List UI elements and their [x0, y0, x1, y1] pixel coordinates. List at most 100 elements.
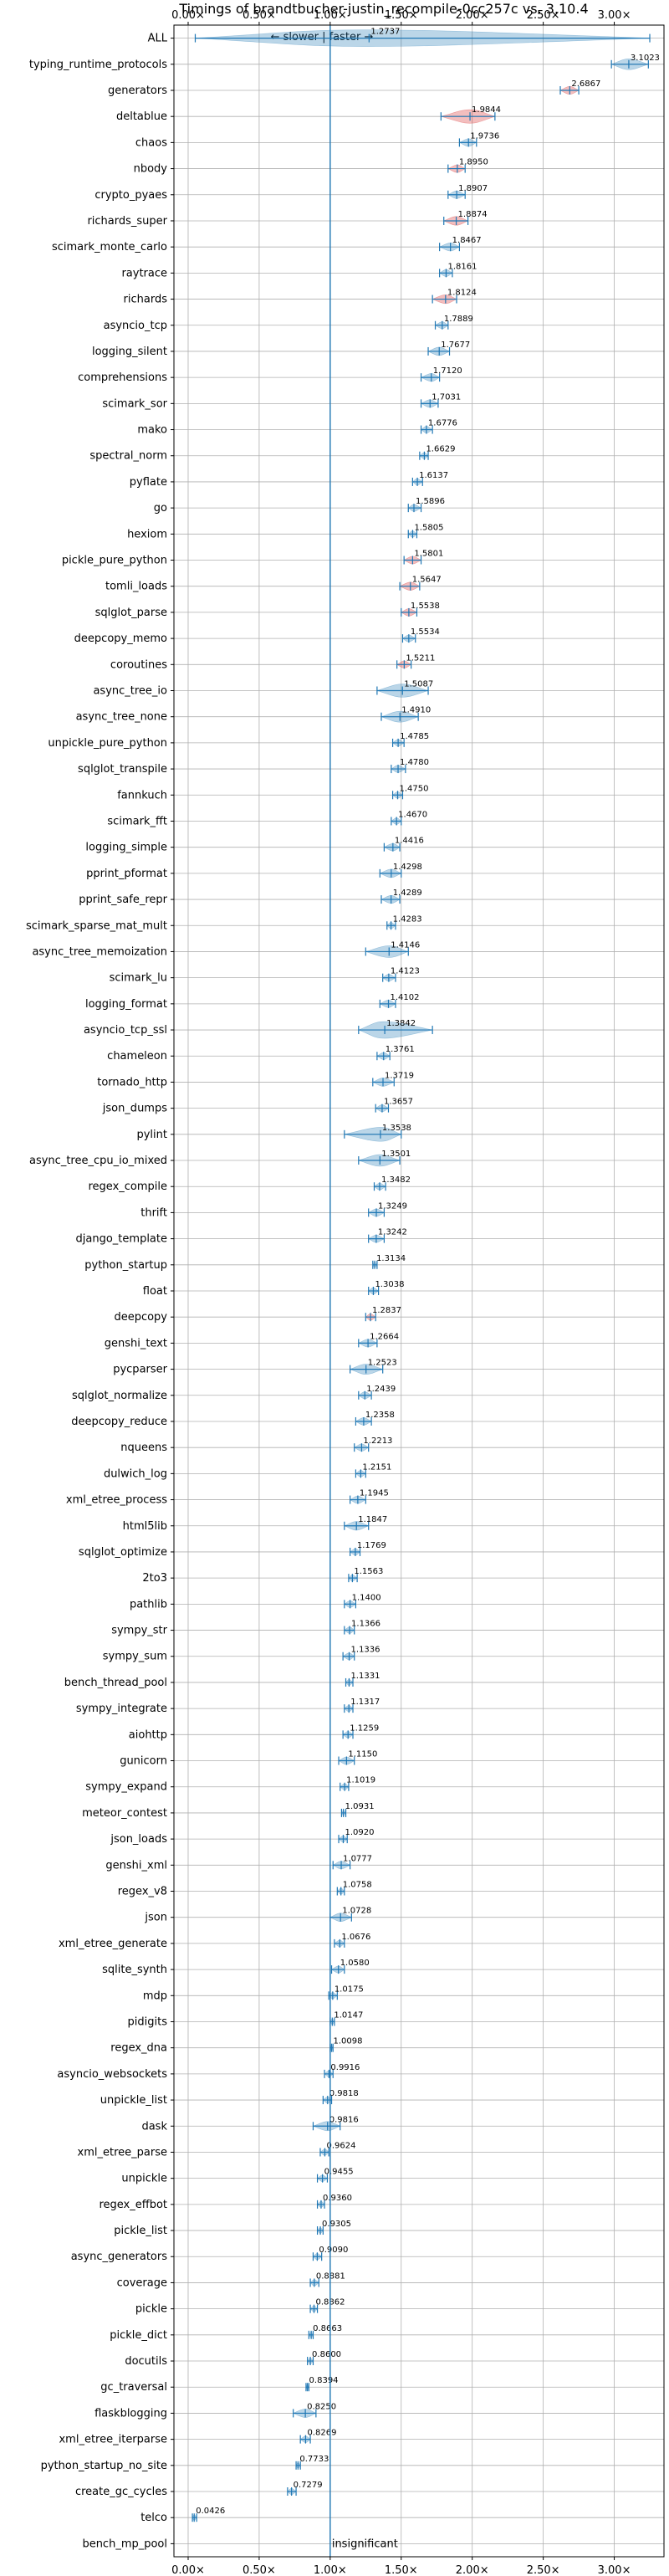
value-label: 0.9624	[326, 2141, 355, 2150]
value-label: 1.3842	[386, 1019, 416, 1028]
benchmark-create_gc_cycles: create_gc_cycles 0.7279	[75, 2481, 323, 2498]
benchmark-pyflate: pyflate 1.6137	[130, 471, 448, 489]
category-label: sympy_integrate	[76, 1703, 167, 1715]
value-label: 1.1847	[358, 1515, 387, 1524]
benchmark-docutils: docutils 0.8600	[125, 2350, 341, 2368]
category-label: mdp	[143, 1990, 167, 2002]
benchmark-2to3: 2to3 1.1563	[142, 1567, 383, 1585]
benchmark-unpickle_list: unpickle_list 0.9818	[100, 2089, 359, 2107]
value-label: 1.4102	[391, 993, 420, 1002]
benchmark-rows: ALL 1.2737 typing_runtime_protocols 3.1023 g…	[26, 28, 660, 2551]
benchmark-pickle_pure_python: pickle_pure_python 1.5801	[62, 550, 444, 567]
x-tick-label-top: 2.00×	[456, 9, 489, 22]
category-label: pylint	[136, 1129, 167, 1141]
benchmark-fannkuch: fannkuch 1.4750	[117, 784, 428, 801]
value-label: 0.8250	[307, 2402, 336, 2411]
benchmark-pylint: pylint 1.3538	[136, 1124, 411, 1142]
value-label: 1.7031	[432, 392, 461, 402]
value-label: 0.9360	[323, 2194, 352, 2203]
value-label: 0.9090	[319, 2246, 348, 2255]
category-label: coroutines	[110, 658, 167, 671]
benchmark-scimark_lu: scimark_lu 1.4123	[110, 967, 420, 985]
category-label: chameleon	[107, 1050, 167, 1063]
value-label: 1.0175	[334, 1984, 364, 1994]
value-label: 1.3134	[376, 1254, 406, 1263]
category-label: json_dumps	[102, 1103, 167, 1115]
category-label: pickle_pure_python	[62, 555, 167, 567]
benchmark-bench_mp_pool: bench_mp_pool insignificant	[82, 2538, 397, 2550]
value-label: 1.2213	[363, 1437, 392, 1446]
value-label: 1.3719	[385, 1071, 414, 1080]
category-label: sqlglot_parse	[95, 607, 167, 619]
category-label: gc_traversal	[100, 2381, 167, 2394]
benchmark-bench_thread_pool: bench_thread_pool 1.1331	[64, 1672, 380, 1689]
value-label: 1.2523	[368, 1359, 397, 1368]
benchmark-sqlglot_normalize: sqlglot_normalize 1.2439	[72, 1385, 396, 1402]
category-label: tomli_loads	[105, 581, 167, 593]
category-label: logging_simple	[85, 842, 167, 854]
benchmark-scimark_sparse_mat_mult: scimark_sparse_mat_mult 1.4283	[26, 914, 422, 932]
category-label: genshi_text	[105, 1337, 167, 1349]
category-label: html5lib	[123, 1520, 167, 1533]
category-label: python_startup_no_site	[41, 2460, 167, 2472]
value-label: 1.0920	[345, 1828, 374, 1837]
value-label: 1.8161	[447, 262, 477, 271]
benchmark-nqueens: nqueens 1.2213	[120, 1437, 392, 1454]
value-label: 1.4146	[391, 940, 420, 950]
category-label: scimark_sparse_mat_mult	[26, 919, 167, 932]
x-axis-top: 0.00× 0.50× 1.00× 1.50× 2.00× 2.50× 3.00×	[171, 9, 631, 25]
value-label: 0.8600	[312, 2350, 341, 2359]
value-label: 1.0676	[341, 1933, 370, 1942]
value-label: 1.9844	[472, 105, 501, 115]
category-label: python_startup	[84, 1259, 167, 1272]
benchmark-dask: dask 0.9816	[141, 2115, 358, 2133]
value-label: 1.1563	[354, 1567, 383, 1576]
category-label: genshi_xml	[105, 1859, 167, 1872]
category-label: async_generators	[71, 2251, 168, 2263]
x-axis-bottom: 0.00× 0.50× 1.00× 1.50× 2.00× 2.50× 3.00×	[171, 2557, 631, 2576]
value-label: 1.3501	[381, 1150, 411, 1159]
benchmark-async_generators: async_generators 0.9090	[71, 2246, 349, 2263]
value-label: 1.4750	[400, 784, 429, 793]
category-label: telco	[140, 2512, 167, 2524]
value-label: 1.1150	[348, 1750, 377, 1759]
benchmark-telco: telco 0.0426	[140, 2507, 225, 2524]
category-label: sqlglot_normalize	[72, 1390, 167, 1402]
category-label: scimark_fft	[107, 815, 167, 827]
category-label: deepcopy_reduce	[71, 1416, 167, 1428]
value-label: 0.9916	[330, 2063, 360, 2072]
value-label: 1.4670	[398, 810, 427, 819]
value-label: 1.3657	[384, 1098, 413, 1107]
category-label: hexiom	[127, 528, 167, 540]
category-label: xml_etree_generate	[59, 1938, 167, 1950]
benchmark-thrift: thrift 1.3249	[140, 1201, 407, 1219]
benchmark-sympy_expand: sympy_expand 1.1019	[85, 1776, 375, 1794]
benchmark-xml_etree_iterparse: xml_etree_iterparse 0.8269	[59, 2429, 336, 2446]
benchmark-pidigits: pidigits 1.0147	[128, 2010, 364, 2028]
value-label: 1.5647	[412, 576, 442, 585]
benchmark-dulwich_log: dulwich_log 1.2151	[104, 1462, 391, 1480]
category-label: logging_format	[85, 998, 167, 1011]
category-label: regex_dna	[110, 2042, 167, 2055]
value-label: 1.4123	[391, 967, 420, 976]
benchmark-chameleon: chameleon 1.3761	[107, 1045, 415, 1063]
benchmark-xml_etree_process: xml_etree_process 1.1945	[66, 1489, 389, 1507]
value-label: 1.8950	[459, 158, 488, 167]
value-label: 1.9736	[470, 131, 499, 141]
category-label: asyncio_websockets	[57, 2068, 167, 2081]
x-tick-label-bottom: 1.00×	[314, 2564, 347, 2576]
value-label: 1.2837	[372, 1306, 401, 1315]
category-label: mako	[137, 424, 167, 437]
category-label: tornado_http	[97, 1076, 167, 1088]
category-label: bench_mp_pool	[82, 2538, 167, 2550]
x-tick-label-top: 0.00×	[171, 9, 205, 22]
category-label: regex_effbot	[99, 2199, 167, 2211]
category-label: async_tree_io	[93, 684, 167, 697]
benchmark-flaskblogging: flaskblogging 0.8250	[94, 2402, 336, 2420]
value-label: 1.6629	[426, 445, 455, 454]
value-label: 1.5087	[404, 679, 433, 689]
category-label: 2to3	[142, 1572, 167, 1585]
value-label: 1.3242	[378, 1228, 407, 1237]
benchmark-coroutines: coroutines 1.5211	[110, 653, 435, 671]
category-label: fannkuch	[117, 789, 167, 801]
